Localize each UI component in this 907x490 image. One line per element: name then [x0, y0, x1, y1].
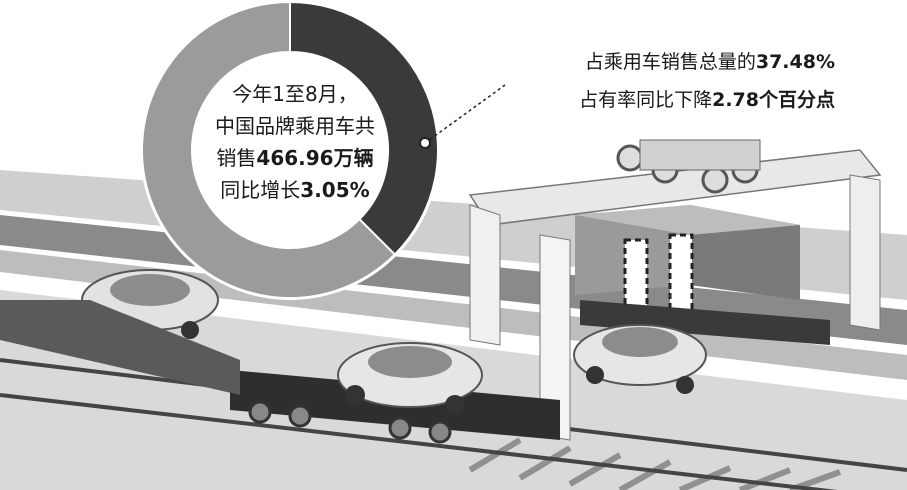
center-text-growth-label: 同比增长: [220, 178, 301, 202]
center-text-line-3: 销售466.96万辆: [160, 142, 430, 174]
callout-decline-value: 2.78个百分点: [712, 89, 835, 111]
loading-platform: [0, 300, 240, 395]
callout-leader-line: [424, 84, 506, 144]
gantry-crane: [468, 139, 882, 441]
center-text-line-4: 同比增长3.05%: [160, 174, 430, 206]
callout-anchor-dot: [419, 137, 431, 149]
center-text-growth-value: 3.05%: [300, 178, 370, 202]
car-right: [573, 324, 707, 394]
center-text-sales-value: 466.96万辆: [256, 146, 374, 170]
center-text-sales-label: 销售: [216, 146, 257, 170]
callout-share-label: 占乘用车销售总量的: [584, 51, 756, 73]
donut-chart: [140, 0, 440, 300]
donut-hole: [192, 52, 388, 248]
cargo-containers: [575, 205, 830, 345]
center-text-line-1: 今年1至8月，: [232, 82, 358, 106]
callout-line-1: 占乘用车销售总量的37.48%: [585, 48, 835, 76]
car-middle: [337, 342, 483, 415]
callout-line-2: 占有率同比下降2.78个百分点: [579, 86, 835, 114]
callout-share-value: 37.48%: [755, 51, 835, 73]
callout-decline-label: 占有率同比下降: [579, 89, 713, 111]
center-text-line-2: 中国品牌乘用车共: [215, 114, 375, 138]
